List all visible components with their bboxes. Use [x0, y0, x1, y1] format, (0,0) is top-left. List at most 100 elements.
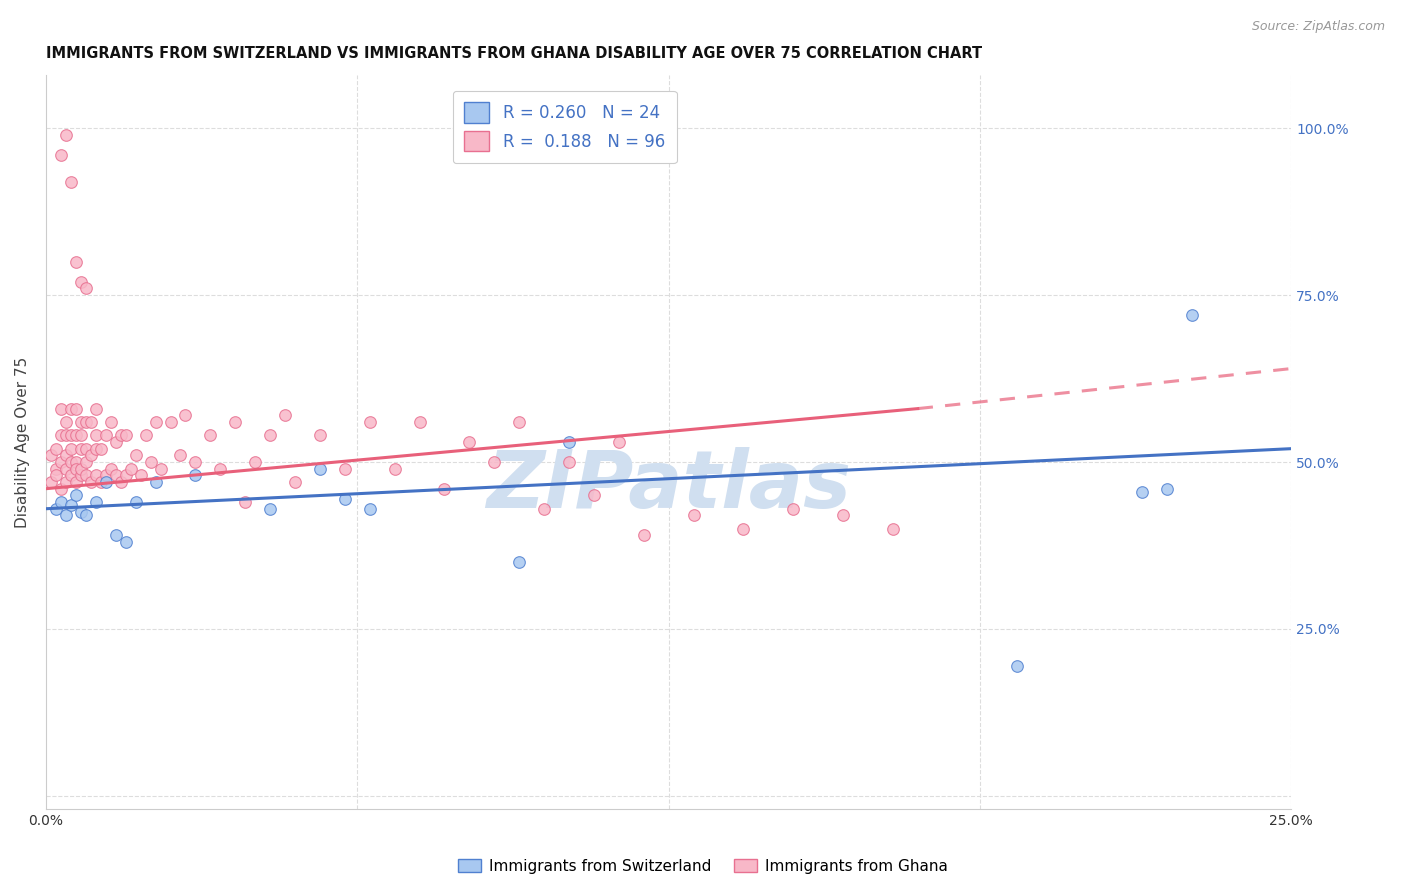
- Point: [233, 495, 256, 509]
- Point: [100, 461, 122, 475]
- Legend: R = 0.260   N = 24, R =  0.188   N = 96: R = 0.260 N = 24, R = 0.188 N = 96: [453, 91, 676, 163]
- Point: [49, 495, 72, 509]
- Point: [69, 275, 91, 289]
- Point: [184, 468, 207, 483]
- Point: [104, 434, 127, 449]
- Point: [80, 448, 103, 462]
- Point: [408, 415, 430, 429]
- Point: [69, 428, 91, 442]
- Point: [558, 434, 581, 449]
- Point: [135, 428, 157, 442]
- Point: [145, 475, 167, 489]
- Point: [69, 442, 91, 456]
- Point: [94, 468, 117, 483]
- Point: [55, 415, 77, 429]
- Text: Source: ZipAtlas.com: Source: ZipAtlas.com: [1251, 20, 1385, 33]
- Point: [114, 535, 136, 549]
- Point: [49, 482, 72, 496]
- Point: [55, 508, 77, 523]
- Point: [433, 482, 456, 496]
- Point: [49, 428, 72, 442]
- Point: [69, 505, 91, 519]
- Point: [59, 499, 82, 513]
- Point: [55, 475, 77, 489]
- Point: [139, 455, 162, 469]
- Point: [49, 401, 72, 416]
- Legend: Immigrants from Switzerland, Immigrants from Ghana: Immigrants from Switzerland, Immigrants …: [453, 853, 953, 880]
- Point: [94, 475, 117, 489]
- Point: [84, 468, 107, 483]
- Point: [59, 468, 82, 483]
- Point: [384, 461, 406, 475]
- Point: [90, 442, 112, 456]
- Point: [633, 528, 655, 542]
- Point: [682, 508, 704, 523]
- Point: [65, 475, 87, 489]
- Point: [184, 455, 207, 469]
- Point: [69, 468, 91, 483]
- Point: [484, 455, 506, 469]
- Point: [1130, 485, 1153, 500]
- Point: [149, 461, 172, 475]
- Point: [49, 148, 72, 162]
- Point: [84, 401, 107, 416]
- Point: [1007, 658, 1029, 673]
- Text: ZIPatlas: ZIPatlas: [486, 447, 851, 525]
- Point: [558, 455, 581, 469]
- Point: [59, 442, 82, 456]
- Point: [110, 428, 132, 442]
- Point: [245, 455, 267, 469]
- Point: [75, 442, 97, 456]
- Point: [104, 528, 127, 542]
- Point: [607, 434, 630, 449]
- Point: [75, 281, 97, 295]
- Point: [100, 415, 122, 429]
- Point: [333, 461, 356, 475]
- Point: [75, 468, 97, 483]
- Point: [80, 475, 103, 489]
- Point: [110, 475, 132, 489]
- Point: [124, 448, 146, 462]
- Point: [882, 522, 904, 536]
- Point: [69, 461, 91, 475]
- Point: [508, 555, 530, 569]
- Point: [129, 468, 152, 483]
- Point: [59, 428, 82, 442]
- Point: [359, 501, 381, 516]
- Text: IMMIGRANTS FROM SWITZERLAND VS IMMIGRANTS FROM GHANA DISABILITY AGE OVER 75 CORR: IMMIGRANTS FROM SWITZERLAND VS IMMIGRANT…: [46, 46, 983, 62]
- Point: [333, 491, 356, 506]
- Point: [75, 415, 97, 429]
- Point: [39, 475, 62, 489]
- Point: [120, 461, 142, 475]
- Point: [84, 428, 107, 442]
- Point: [75, 455, 97, 469]
- Point: [169, 448, 191, 462]
- Point: [533, 501, 555, 516]
- Point: [84, 442, 107, 456]
- Point: [65, 254, 87, 268]
- Point: [59, 175, 82, 189]
- Point: [59, 455, 82, 469]
- Point: [458, 434, 481, 449]
- Point: [259, 428, 281, 442]
- Point: [55, 128, 77, 142]
- Point: [84, 495, 107, 509]
- Point: [90, 475, 112, 489]
- Point: [55, 461, 77, 475]
- Point: [274, 409, 297, 423]
- Point: [65, 488, 87, 502]
- Point: [1156, 482, 1178, 496]
- Point: [45, 468, 67, 483]
- Point: [733, 522, 755, 536]
- Point: [45, 461, 67, 475]
- Point: [75, 508, 97, 523]
- Point: [59, 401, 82, 416]
- Point: [582, 488, 605, 502]
- Point: [259, 501, 281, 516]
- Point: [49, 455, 72, 469]
- Point: [65, 401, 87, 416]
- Point: [65, 455, 87, 469]
- Point: [224, 415, 246, 429]
- Point: [200, 428, 222, 442]
- Point: [80, 415, 103, 429]
